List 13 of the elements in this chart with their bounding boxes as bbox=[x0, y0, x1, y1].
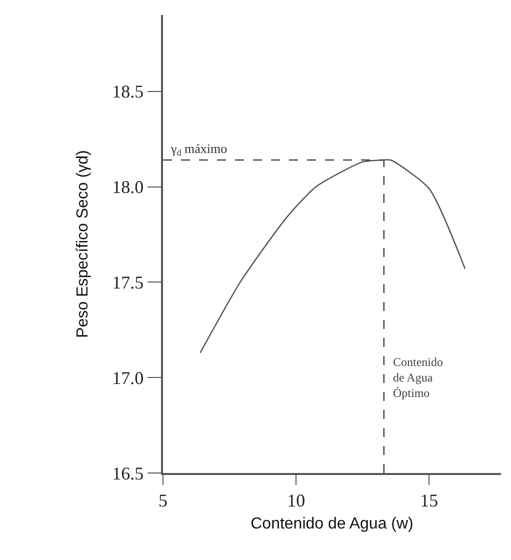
y-tick-label: 17.5 bbox=[112, 272, 144, 292]
y-tick-label: 18.5 bbox=[112, 82, 144, 102]
x-axis-title: Contenido de Agua (w) bbox=[250, 516, 414, 533]
y-axis-title: Peso Específico Seco (γd) bbox=[74, 150, 92, 338]
y-tick-label: 16.5 bbox=[112, 463, 144, 484]
line-series bbox=[200, 159, 466, 354]
x-tick-label: 10 bbox=[287, 490, 306, 510]
y-tick-label: 18.0 bbox=[112, 177, 144, 198]
ref-line-label: Contenido de Agua Óptimo bbox=[393, 355, 443, 400]
x-tick-label: 15 bbox=[420, 490, 438, 510]
ref-line-label: γ$_{d}$ máximo bbox=[170, 141, 228, 158]
x-tick-label: 5 bbox=[158, 490, 168, 510]
y-tick-label: 17.0 bbox=[112, 368, 144, 388]
